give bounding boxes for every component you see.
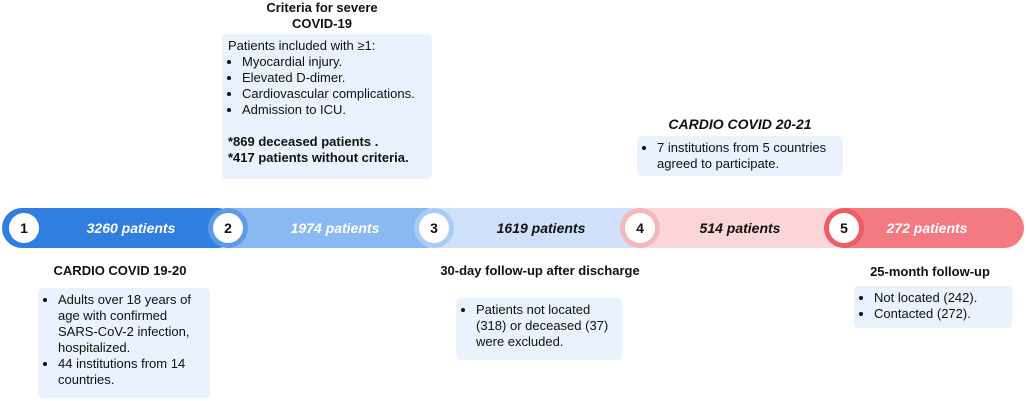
stage-5-info-box: Not located (242). Contacted (272). — [854, 286, 1012, 328]
list-item: Myocardial injury. — [242, 54, 426, 70]
stage-3-patients: 1619 patients — [496, 220, 586, 236]
timeline-segment-3 — [416, 208, 652, 248]
stage-1-number: 1 — [20, 220, 28, 236]
list-item: Admission to ICU. — [242, 102, 426, 118]
stage-4-marker: 4 — [620, 208, 660, 248]
list-item: Contacted (272). — [874, 306, 1006, 322]
stage-2-note-without-criteria: *417 patients without criteria. — [228, 150, 409, 165]
stage-2-note-deceased: *869 deceased patients . — [228, 134, 379, 149]
stage-4-info-box: 7 institutions from 5 countries agreed t… — [637, 136, 843, 176]
stage-4-patients: 514 patients — [699, 220, 781, 236]
stage-3-number: 3 — [430, 220, 438, 236]
stage-4-bullets: 7 institutions from 5 countries agreed t… — [643, 140, 837, 172]
stage-4-heading: CARDIO COVID 20-21 — [668, 116, 812, 132]
stage-3-heading: 30-day follow-up after discharge — [440, 263, 640, 278]
list-item: Cardiovascular complications. — [242, 86, 426, 102]
stage-2-patients: 1974 patients — [290, 220, 380, 236]
stage-5-number: 5 — [840, 220, 848, 236]
stage-5-marker: 5 — [824, 208, 864, 248]
list-item: Adults over 18 years of age with confirm… — [58, 292, 204, 356]
list-item: 7 institutions from 5 countries agreed t… — [657, 140, 837, 172]
stage-3-info-box: Patients not located (318) or deceased (… — [456, 298, 622, 360]
stage-1-marker: 1 — [4, 208, 44, 248]
stage-2-number: 2 — [224, 220, 232, 236]
stage-2-bullets: Myocardial injury. Elevated D-dimer. Car… — [228, 54, 426, 118]
stage-2-lead: Patients included with ≥1: — [228, 38, 376, 53]
stage-3-bullets: Patients not located (318) or deceased (… — [462, 302, 616, 350]
timeline-segment-4 — [622, 208, 852, 248]
stage-2-heading: Criteria for severe COVID-19 — [266, 0, 378, 31]
stage-2-marker: 2 — [208, 208, 248, 248]
stage-5-bullets: Not located (242). Contacted (272). — [860, 290, 1006, 322]
list-item: Patients not located (318) or deceased (… — [476, 302, 616, 350]
stage-1-heading: CARDIO COVID 19-20 — [53, 263, 187, 278]
stage-4-number: 4 — [636, 220, 644, 236]
stage-5-heading: 25-month follow-up — [870, 264, 990, 279]
list-item: Not located (242). — [874, 290, 1006, 306]
stage-1-patients: 3260 patients — [86, 220, 176, 236]
list-item: Elevated D-dimer. — [242, 70, 426, 86]
list-item: 44 institutions from 14 countries. — [58, 356, 204, 388]
stage-1-bullets: Adults over 18 years of age with confirm… — [44, 292, 204, 388]
stage-3-marker: 3 — [414, 208, 454, 248]
stage-1-info-box: Adults over 18 years of age with confirm… — [38, 288, 210, 398]
stage-2-info-box: Patients included with ≥1: Myocardial in… — [222, 34, 432, 179]
stage-5-patients: 272 patients — [886, 220, 968, 236]
